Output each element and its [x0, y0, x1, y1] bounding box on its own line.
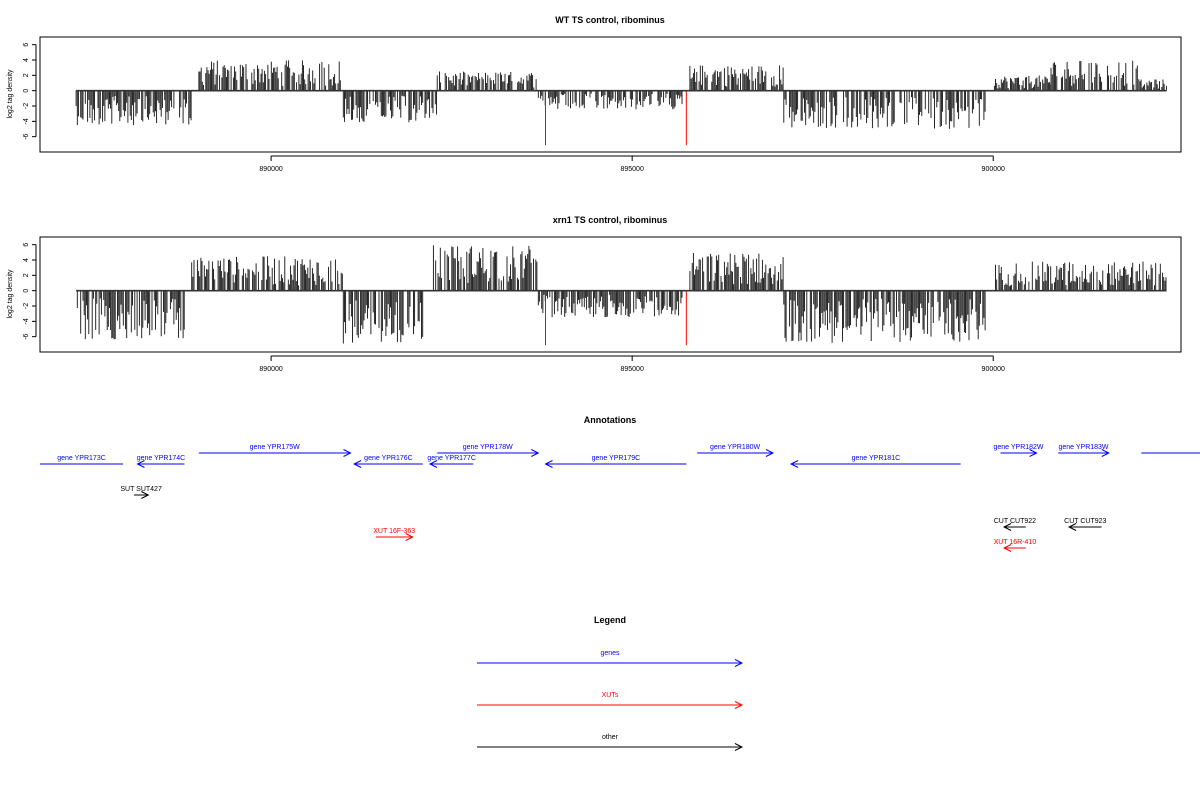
marker-lines — [545, 290, 687, 346]
annotation-feature: gene YPR180W — [697, 444, 775, 457]
y-tick-label: -2 — [23, 303, 30, 309]
annotation-features: gene YPR173C gene YPR174C gene YPR175W gene… — [40, 444, 1200, 552]
y-tick-label: -2 — [23, 103, 30, 109]
feature-label: gene YPR174C — [137, 455, 186, 462]
y-tick-label: 4 — [23, 258, 30, 262]
feature-label: gene YPR181C — [852, 455, 901, 462]
annotation-feature: gene YPR179C — [544, 455, 687, 468]
annotation-feature: SUT SUT427 — [120, 486, 162, 499]
plot-frame — [39, 36, 1182, 153]
arrowhead-right-icon — [734, 659, 744, 667]
arrowhead-right-icon — [531, 449, 540, 457]
y-tick-label: 6 — [23, 43, 30, 47]
arrowhead-left-icon — [353, 460, 362, 468]
y-tick-label: 2 — [23, 273, 30, 277]
legend-entry: XUTs — [477, 692, 744, 709]
x-tick-label: 890000 — [259, 166, 282, 173]
feature-label: gene YPR183W — [1058, 444, 1108, 451]
feature-label: SUT SUT427 — [120, 486, 162, 493]
feature-label: XUT 16R-410 — [994, 539, 1037, 546]
y-tick-label: 2 — [23, 73, 30, 77]
arrowhead-right-icon — [734, 743, 744, 751]
annotation-feature: gene YPR177C — [427, 455, 476, 468]
feature-label: gene YPR182W — [993, 444, 1043, 451]
feature-label: CUT CUT923 — [1064, 518, 1106, 525]
legend-entry: genes — [477, 650, 744, 667]
y-tick-label: -4 — [23, 318, 30, 324]
feature-label: gene YPR179C — [592, 455, 641, 462]
x-axis: 890000 895000 900000 — [259, 155, 1005, 173]
annotation-feature: CUT CUT922 — [994, 518, 1036, 531]
y-tick-label: 6 — [23, 243, 30, 247]
plot-frame — [39, 236, 1182, 353]
y-axis-label: log2 tag density — [7, 269, 14, 319]
arrowhead-right-icon — [343, 449, 352, 457]
annotations-title: Annotations — [584, 415, 637, 425]
signal-bars — [76, 245, 1167, 344]
y-tick-label: -6 — [23, 133, 30, 139]
annotation-feature: gene YPR178W — [437, 444, 540, 457]
panel-title: xrn1 TS control, ribominus — [553, 215, 668, 225]
legend-label: other — [602, 734, 619, 741]
arrowhead-left-icon — [1067, 523, 1077, 531]
legend-label: XUTs — [602, 692, 619, 699]
annotations-track: Annotations gene YPR173C gene YPR174Cgene… — [40, 415, 1200, 552]
legend-entries: genes XUTs other — [477, 650, 744, 751]
annotation-feature: gene YPR174C — [136, 455, 186, 468]
y-tick-label: -4 — [23, 118, 30, 124]
annotation-feature: XUT 16F-363 — [373, 528, 415, 541]
annotation-feature: gene YPR181C — [789, 455, 961, 468]
arrowhead-right-icon — [141, 491, 150, 499]
x-tick-label: 895000 — [620, 366, 643, 373]
arrowhead-right-icon — [1101, 449, 1110, 457]
x-tick-label: 890000 — [259, 366, 282, 373]
y-tick-label: 4 — [23, 58, 30, 62]
x-tick-label: 900000 — [982, 366, 1005, 373]
arrowhead-left-icon — [1002, 544, 1012, 552]
annotation-feature: CUT CUT923 — [1064, 518, 1107, 531]
arrowhead-left-icon — [1002, 523, 1012, 531]
annotation-feature: gene YPR173C — [40, 455, 124, 465]
feature-label: gene YPR180W — [710, 444, 760, 451]
annotation-feature: gene YPR176C — [353, 455, 423, 468]
feature-label: gene YPR173C — [57, 455, 106, 462]
x-tick-label: 900000 — [982, 166, 1005, 173]
feature-label: gene YPR177C — [427, 455, 476, 462]
feature-label: gene YPR176C — [364, 455, 413, 462]
legend-label: genes — [600, 650, 620, 657]
y-tick-label: 0 — [23, 89, 30, 93]
arrowhead-left-icon — [544, 460, 553, 468]
x-axis: 890000 895000 900000 — [259, 355, 1005, 373]
y-axis: -6 -4 -2 0 2 4 6 — [23, 43, 37, 140]
annotation-feature: gene YPR183W — [1058, 444, 1110, 457]
legend-entry: other — [477, 734, 744, 751]
annotation-feature: gene YPR175W — [198, 444, 352, 457]
feature-label: CUT CUT922 — [994, 518, 1036, 525]
arrowhead-left-icon — [428, 460, 438, 468]
feature-label: XUT 16F-363 — [373, 528, 415, 535]
y-axis-label: log2 tag density — [7, 69, 14, 119]
feature-label: gene YPR175W — [250, 444, 300, 451]
wt-signal-panel: WT TS control, ribominus log2 tag densit… — [7, 15, 1182, 173]
arrowhead-right-icon — [405, 533, 414, 541]
legend: Legend genes XUTs other — [477, 615, 744, 751]
marker-lines — [545, 90, 687, 146]
y-tick-label: 0 — [23, 289, 30, 293]
feature-label: gene YPR178W — [463, 444, 513, 451]
arrowhead-right-icon — [765, 449, 775, 457]
arrowhead-left-icon — [789, 460, 799, 468]
arrowhead-right-icon — [1029, 449, 1038, 457]
arrowhead-left-icon — [136, 460, 145, 468]
x-tick-label: 895000 — [620, 166, 643, 173]
annotation-feature: XUT 16R-410 — [994, 539, 1037, 552]
xrn1-signal-panel: xrn1 TS control, ribominus log2 tag dens… — [7, 215, 1182, 373]
annotation-feature: gene YPR182W — [993, 444, 1044, 457]
signal-bars — [75, 60, 1167, 129]
arrowhead-right-icon — [734, 701, 744, 709]
y-tick-label: -6 — [23, 333, 30, 339]
legend-title: Legend — [594, 615, 626, 625]
y-axis: -6 -4 -2 0 2 4 6 — [23, 243, 37, 340]
panel-title: WT TS control, ribominus — [555, 15, 665, 25]
